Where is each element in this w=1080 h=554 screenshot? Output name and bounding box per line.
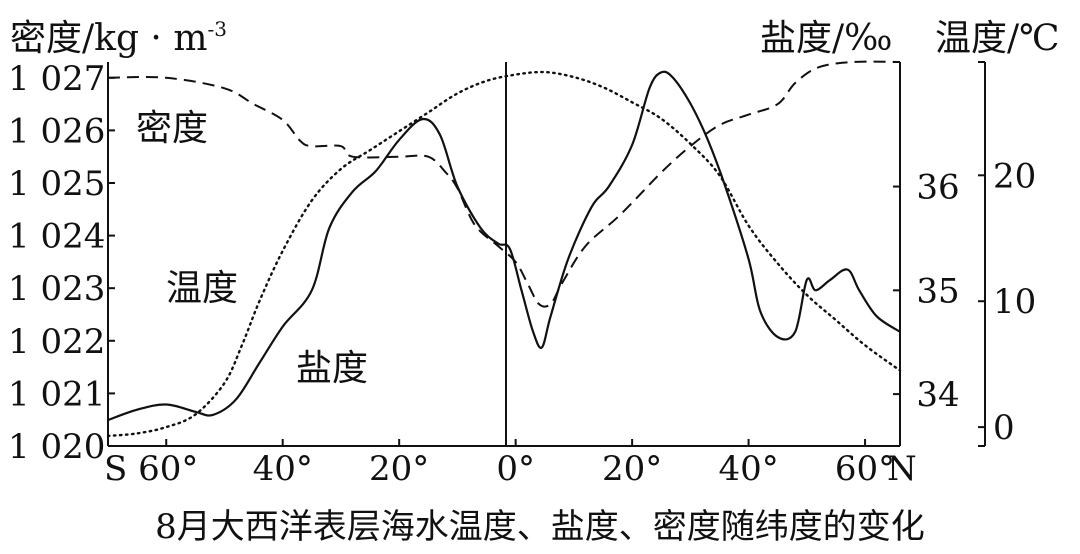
temperature-axis-title: 温度/℃ <box>935 18 1059 59</box>
x-tick-label: S 60° <box>104 449 198 489</box>
density-tick-label: 1 026 <box>8 111 105 151</box>
temperature-tick-label: 0 <box>993 408 1015 448</box>
density-tick-label: 1 027 <box>8 59 105 99</box>
x-tick-label: 20° <box>369 449 429 489</box>
density-tick-label: 1 023 <box>8 269 105 309</box>
series-layer <box>106 60 902 438</box>
x-tick-label: 20° <box>602 449 662 489</box>
density-tick-label: 1 025 <box>8 164 105 204</box>
x-tick-label: 40° <box>253 449 313 489</box>
density-tick-label: 1 021 <box>8 374 105 414</box>
chart-title: 8月大西洋表层海水温度、盐度、密度随纬度的变化 <box>155 507 925 547</box>
salinity-axis-title: 盐度/‰ <box>760 18 892 59</box>
x-tick-label: 0° <box>496 449 535 489</box>
temperature-tick-label: 20 <box>993 156 1036 196</box>
x-axis-end-label: N <box>887 449 917 489</box>
salinity-series-line <box>107 70 901 422</box>
x-tick-label: 40° <box>718 449 778 489</box>
salinity-tick-label: 36 <box>916 168 959 208</box>
x-tick-label: 60° <box>835 449 895 489</box>
salinity-tick-label: 35 <box>916 271 959 311</box>
temperature-series-line <box>106 70 902 438</box>
temperature-tick-label: 10 <box>993 282 1036 322</box>
density-tick-label: 1 024 <box>8 217 105 257</box>
density-tick-label: 1 020 <box>8 427 105 467</box>
density-series-line <box>107 60 901 308</box>
salinity-curve-label: 盐度 <box>296 348 368 389</box>
salinity-tick-label: 34 <box>916 375 959 415</box>
temperature-curve-label: 温度 <box>166 268 238 309</box>
ticks-layer: S 60° 40° 20° 0° 20° 40° 60°N 1 027 1 026 1 025 1 … <box>8 59 1036 489</box>
density-axis-title: 密度/kg · m-3 <box>10 17 227 59</box>
density-curve-label: 密度 <box>136 108 208 149</box>
density-tick-label: 1 022 <box>8 322 105 362</box>
